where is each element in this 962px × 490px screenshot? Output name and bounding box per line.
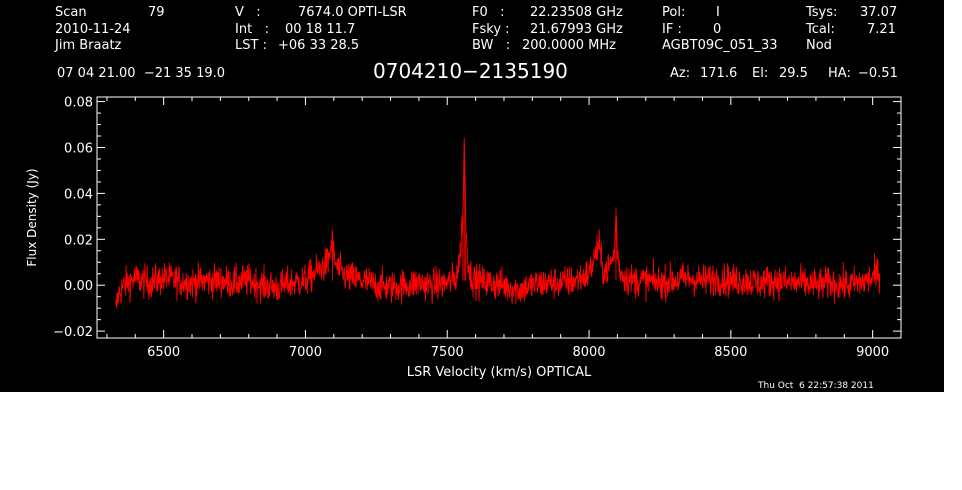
observation-date: 2010-11-24 [55,22,131,37]
azimuth-value: 171.6 [700,66,738,81]
source-name-title: 0704210−2135190 [373,59,568,83]
azimuth-label: Az: [670,66,691,81]
spectrum-chart: 6500 7000 7500 8000 8500 9000 −0.02 0.00 0.02 0.0… [25,96,902,380]
tcal-value: 7.21 [867,22,896,37]
scan-value: 79 [148,5,165,20]
x-tick-label: 8500 [714,345,747,360]
project-id: AGBT09C_051_33 [662,38,778,53]
spectrum-panel: Scan 79 2010-11-24 Jim Braatz V : 7674.0… [0,0,944,392]
timestamp: Thu Oct 6 22:57:38 2011 [758,381,874,391]
f0-label: F0 : [472,5,505,20]
y-tick-label: 0.04 [64,187,93,202]
fsky-label: Fsky : [472,22,510,37]
y-axis-label: Flux Density (Jy) [25,168,39,266]
integration-value: 00 18 11.7 [285,22,356,37]
x-tick-label: 8000 [572,345,605,360]
bandwidth-value: 200.0000 MHz [522,38,616,53]
observer-name: Jim Braatz [55,38,122,53]
polarization-label: Pol: [662,5,686,20]
lst-label: LST : [235,38,267,53]
tcal-label: Tcal: [806,22,835,37]
x-tick-label: 7000 [289,345,322,360]
x-tick-label: 7500 [431,345,464,360]
source-coordinates: 07 04 21.00 −21 35 19.0 [57,66,226,81]
if-value: 0 [713,22,722,37]
hour-angle-label: HA: [828,66,851,81]
y-tick-label: 0.00 [64,279,93,294]
polarization-value: I [716,5,720,20]
elevation-label: El: [752,66,769,81]
x-tick-label: 9000 [856,345,889,360]
if-label: IF : [662,22,682,37]
f0-value: 22.23508 GHz [530,5,623,20]
bandwidth-label: BW : [472,38,511,53]
x-tick-label: 6500 [147,345,180,360]
elevation-value: 29.5 [779,66,808,81]
integration-label: Int : [235,22,269,37]
lst-value: +06 33 28.5 [278,38,360,53]
plot-frame [96,96,902,339]
fsky-value: 21.67993 GHz [530,22,623,37]
scan-label: Scan [55,5,87,20]
velocity-label: V : [235,5,261,20]
hour-angle-value: −0.51 [858,66,898,81]
y-tick-label: 0.08 [64,96,93,111]
x-axis-label: LSR Velocity (km/s) OPTICAL [407,365,592,380]
y-tick-label: 0.06 [64,141,93,156]
velocity-value: 7674.0 OPTI-LSR [298,5,407,20]
observing-mode: Nod [806,38,832,53]
tsys-value: 37.07 [860,5,898,20]
tsys-label: Tsys: [806,5,838,20]
spectrum-trace [115,137,881,309]
y-tick-label: 0.02 [64,233,93,248]
y-tick-label: −0.02 [53,325,93,340]
